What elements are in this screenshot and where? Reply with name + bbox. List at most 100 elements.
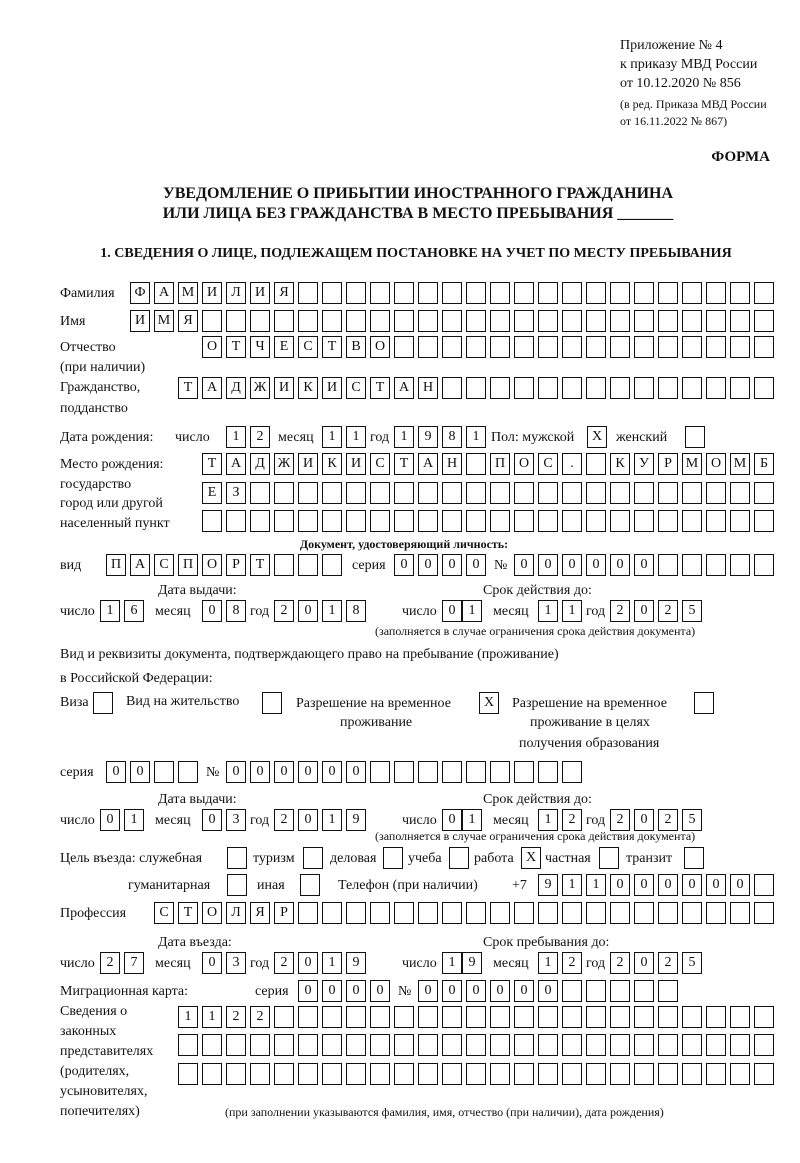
patronymic-cell[interactable]: С [298, 336, 318, 358]
entry-day-cell[interactable]: 2 [100, 952, 120, 974]
profession-cell[interactable]: Я [250, 902, 270, 924]
mc-number-cell[interactable] [658, 980, 678, 1002]
patronymic-cell[interactable] [634, 336, 654, 358]
birthplace1-cell[interactable]: Р [658, 453, 678, 475]
reps1-cell[interactable] [442, 1006, 462, 1028]
birthplace3-cell[interactable] [466, 510, 486, 532]
doc-valid-year-cell[interactable]: 2 [610, 600, 630, 622]
birthplace2-cell[interactable] [562, 482, 582, 504]
reps3-cell[interactable] [346, 1063, 366, 1085]
reps3-cell[interactable] [634, 1063, 654, 1085]
name-cell[interactable] [730, 310, 750, 332]
patronymic-cell[interactable] [682, 336, 702, 358]
birthplace2-cell[interactable] [610, 482, 630, 504]
reps1-cell[interactable] [370, 1006, 390, 1028]
surname-cell[interactable]: И [250, 282, 270, 304]
right-issue-day-cell[interactable]: 0 [100, 809, 120, 831]
profession-cell[interactable] [322, 902, 342, 924]
right-number-cell[interactable] [394, 761, 414, 783]
surname-cell[interactable] [730, 282, 750, 304]
birthplace2-cell[interactable] [706, 482, 726, 504]
p-study-cell[interactable] [449, 847, 469, 869]
reps1-cell[interactable] [706, 1006, 726, 1028]
name-cell[interactable] [466, 310, 486, 332]
right-issue-day-cell[interactable]: 1 [124, 809, 144, 831]
right-issue-month-cell[interactable]: 0 [202, 809, 222, 831]
reps1-cell[interactable]: 1 [178, 1006, 198, 1028]
reps2-cell[interactable] [730, 1034, 750, 1056]
surname-cell[interactable]: А [154, 282, 174, 304]
phone-cell[interactable] [754, 874, 774, 896]
doc-number-cell[interactable]: 0 [514, 554, 534, 576]
birthplace2-cell[interactable]: Е [202, 482, 222, 504]
citizenship-cell[interactable]: И [274, 377, 294, 399]
right-series-cell[interactable] [154, 761, 174, 783]
birthplace2-cell[interactable] [442, 482, 462, 504]
reps3-cell[interactable] [322, 1063, 342, 1085]
stay-day-cell[interactable]: 9 [462, 952, 482, 974]
stay-month-cell[interactable]: 1 [538, 952, 558, 974]
birthplace2-cell[interactable] [466, 482, 486, 504]
citizenship-cell[interactable]: С [346, 377, 366, 399]
patronymic-cell[interactable] [442, 336, 462, 358]
phone-cell[interactable]: 9 [538, 874, 558, 896]
birthplace3-cell[interactable] [346, 510, 366, 532]
patronymic-cell[interactable] [490, 336, 510, 358]
birthplace2-cell[interactable] [586, 482, 606, 504]
birthplace1-cell[interactable]: Т [202, 453, 222, 475]
residence-cell[interactable] [262, 692, 282, 714]
doc-series-cell[interactable]: 0 [442, 554, 462, 576]
entry-month-cell[interactable]: 0 [202, 952, 222, 974]
birthplace3-cell[interactable] [706, 510, 726, 532]
trp-edu-cell[interactable] [694, 692, 714, 714]
right-number-cell[interactable] [466, 761, 486, 783]
birthplace1-cell[interactable]: О [706, 453, 726, 475]
mc-series-cell[interactable]: 0 [322, 980, 342, 1002]
birthplace1-cell[interactable]: . [562, 453, 582, 475]
birthplace1-cell[interactable]: М [730, 453, 750, 475]
surname-cell[interactable] [682, 282, 702, 304]
doc-valid-month-cell[interactable]: 1 [538, 600, 558, 622]
stay-year-cell[interactable]: 2 [610, 952, 630, 974]
name-cell[interactable] [514, 310, 534, 332]
reps3-cell[interactable] [178, 1063, 198, 1085]
name-cell[interactable] [610, 310, 630, 332]
birthplace2-cell[interactable] [346, 482, 366, 504]
profession-cell[interactable] [562, 902, 582, 924]
right-valid-year-cell[interactable]: 5 [682, 809, 702, 831]
surname-cell[interactable]: Я [274, 282, 294, 304]
reps3-cell[interactable] [442, 1063, 462, 1085]
right-issue-year-cell[interactable]: 2 [274, 809, 294, 831]
doc-number-cell[interactable]: 0 [586, 554, 606, 576]
reps3-cell[interactable] [250, 1063, 270, 1085]
patronymic-cell[interactable]: О [202, 336, 222, 358]
reps2-cell[interactable] [538, 1034, 558, 1056]
profession-cell[interactable]: Р [274, 902, 294, 924]
profession-cell[interactable]: Л [226, 902, 246, 924]
reps3-cell[interactable] [682, 1063, 702, 1085]
reps1-cell[interactable] [514, 1006, 534, 1028]
birthplace3-cell[interactable] [586, 510, 606, 532]
surname-cell[interactable] [418, 282, 438, 304]
profession-cell[interactable] [754, 902, 774, 924]
phone-cell[interactable]: 1 [562, 874, 582, 896]
profession-cell[interactable] [706, 902, 726, 924]
surname-cell[interactable] [394, 282, 414, 304]
doc-kind-cell[interactable] [298, 554, 318, 576]
surname-cell[interactable] [514, 282, 534, 304]
mc-number-cell[interactable] [634, 980, 654, 1002]
entry-month-cell[interactable]: 3 [226, 952, 246, 974]
patronymic-cell[interactable]: Т [322, 336, 342, 358]
reps2-cell[interactable] [466, 1034, 486, 1056]
mc-number-cell[interactable]: 0 [442, 980, 462, 1002]
reps3-cell[interactable] [754, 1063, 774, 1085]
birthplace3-cell[interactable] [754, 510, 774, 532]
phone-cell[interactable]: 0 [706, 874, 726, 896]
right-series-cell[interactable]: 0 [130, 761, 150, 783]
birthplace3-cell[interactable] [274, 510, 294, 532]
doc-valid-year-cell[interactable]: 5 [682, 600, 702, 622]
doc-valid-month-cell[interactable]: 1 [562, 600, 582, 622]
reps2-cell[interactable] [298, 1034, 318, 1056]
patronymic-cell[interactable] [562, 336, 582, 358]
mc-number-cell[interactable]: 0 [514, 980, 534, 1002]
